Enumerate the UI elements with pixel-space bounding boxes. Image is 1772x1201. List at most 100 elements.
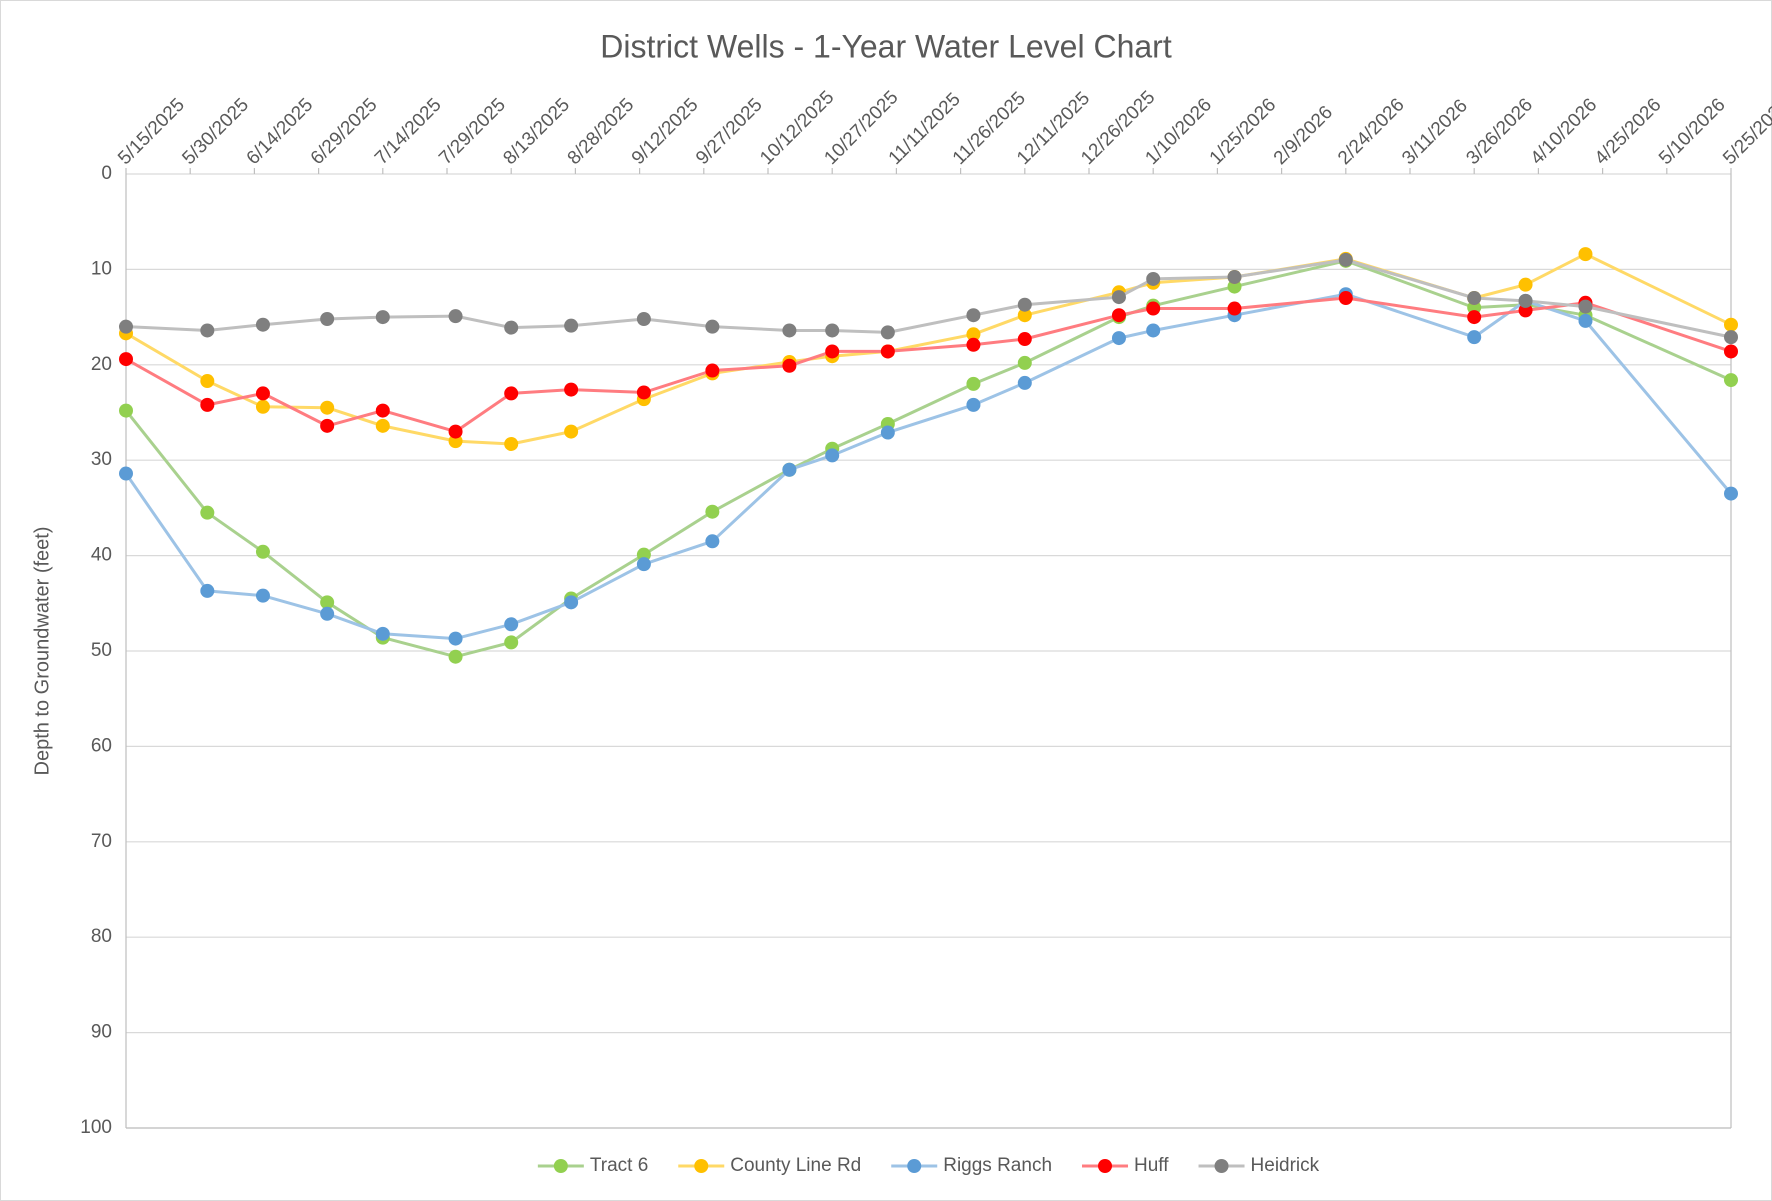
data-point <box>880 425 895 440</box>
legend-label: Huff <box>1134 1155 1169 1176</box>
legend-label: County Line Rd <box>730 1155 861 1176</box>
data-point <box>504 635 519 650</box>
data-point <box>1017 297 1032 312</box>
data-point <box>1111 290 1126 305</box>
data-point <box>504 320 519 335</box>
data-point <box>448 631 463 646</box>
data-point <box>705 319 720 334</box>
data-point <box>119 403 133 418</box>
data-point <box>564 424 579 439</box>
data-point <box>255 399 270 414</box>
data-point <box>1467 291 1482 306</box>
data-point <box>564 318 579 333</box>
data-point <box>320 418 335 433</box>
data-point <box>1724 317 1738 332</box>
data-point <box>825 323 840 338</box>
data-point <box>1146 323 1161 338</box>
data-point <box>564 382 579 397</box>
legend-label: Heidrick <box>1251 1155 1320 1176</box>
data-point <box>1017 308 1032 323</box>
data-point <box>782 462 797 477</box>
data-point <box>375 403 390 418</box>
data-point <box>564 595 579 610</box>
data-point <box>504 436 519 451</box>
data-point <box>255 317 270 332</box>
data-point <box>375 310 390 325</box>
legend-label: Tract 6 <box>590 1155 648 1176</box>
data-point <box>1724 330 1738 345</box>
data-point <box>636 385 651 400</box>
y-axis-title: Depth to Groundwater (feet) <box>31 526 53 775</box>
data-point <box>200 397 215 412</box>
data-point <box>1227 270 1242 285</box>
data-point <box>1578 299 1593 314</box>
data-point <box>119 352 133 367</box>
data-point <box>448 309 463 324</box>
data-point <box>966 397 981 412</box>
data-point <box>1227 301 1242 316</box>
y-tick-label: 50 <box>91 640 112 661</box>
data-point <box>636 557 651 572</box>
y-tick-label: 90 <box>91 1022 112 1043</box>
data-point <box>448 649 463 664</box>
data-point <box>880 325 895 340</box>
y-tick-label: 70 <box>91 831 112 852</box>
data-point <box>320 400 335 415</box>
data-point <box>1578 313 1593 328</box>
data-point <box>119 319 133 334</box>
data-point <box>1111 331 1126 346</box>
y-tick-label: 80 <box>91 926 112 947</box>
data-point <box>1338 252 1353 267</box>
data-point <box>375 626 390 641</box>
data-point <box>1724 344 1738 359</box>
data-point <box>320 312 335 327</box>
data-point <box>1518 277 1533 292</box>
data-point <box>448 424 463 439</box>
data-point <box>782 358 797 373</box>
data-point <box>320 595 335 610</box>
data-point <box>200 583 215 598</box>
data-point <box>1724 373 1738 388</box>
y-tick-label: 10 <box>91 258 112 279</box>
data-point <box>255 544 270 559</box>
legend-marker <box>1098 1159 1113 1173</box>
y-tick-label: 20 <box>91 354 112 375</box>
data-point <box>320 606 335 621</box>
legend-marker <box>907 1159 922 1173</box>
data-point <box>504 386 519 401</box>
data-point <box>255 588 270 603</box>
legend: Tract 6 County Line Rd Riggs Ranch Huff Heid… <box>537 1155 1320 1176</box>
legend-marker <box>694 1159 709 1173</box>
data-point <box>1017 375 1032 390</box>
data-point <box>966 308 981 323</box>
y-tick-label: 0 <box>101 163 112 184</box>
data-point <box>1467 330 1482 345</box>
data-point <box>200 505 215 520</box>
data-point <box>255 386 270 401</box>
y-tick-label: 60 <box>91 735 112 756</box>
y-tick-label: 100 <box>80 1117 112 1138</box>
data-point <box>966 376 981 391</box>
data-point <box>966 327 981 342</box>
data-point <box>825 344 840 359</box>
y-tick-label: 30 <box>91 449 112 470</box>
data-point <box>1017 355 1032 370</box>
data-point <box>782 323 797 338</box>
data-point <box>636 312 651 327</box>
data-point <box>1111 308 1126 323</box>
data-point <box>705 504 720 519</box>
data-point <box>1467 310 1482 325</box>
data-point <box>200 323 215 338</box>
data-point <box>1338 291 1353 306</box>
data-point <box>1146 271 1161 286</box>
data-point <box>1724 486 1738 501</box>
chart-title: District Wells - 1-Year Water Level Char… <box>600 28 1172 64</box>
data-point <box>375 418 390 433</box>
legend-marker <box>1214 1159 1229 1173</box>
y-tick-label: 40 <box>91 545 112 566</box>
legend-marker <box>553 1159 568 1173</box>
data-point <box>966 337 981 352</box>
data-point <box>1146 301 1161 316</box>
